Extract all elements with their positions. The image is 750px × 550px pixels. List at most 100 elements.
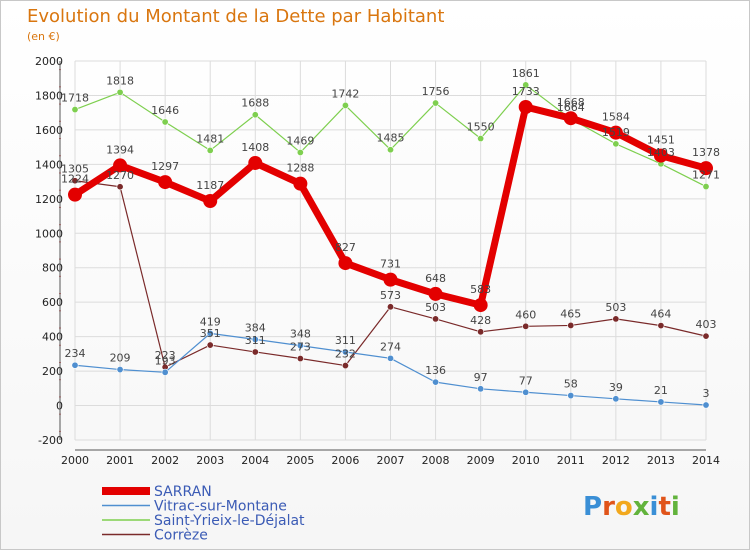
x-tick-label: 2012	[602, 454, 630, 467]
data-point-sarran	[653, 148, 668, 163]
data-point-saint-yrieix-le-d-jalat	[251, 111, 259, 119]
data-label-sarran: 648	[425, 272, 446, 285]
data-label-sarran: 1224	[61, 173, 89, 186]
data-point-corr-ze	[477, 328, 485, 336]
legend-label-vitrac-sur-montane: Vitrac-sur-Montane	[154, 499, 287, 515]
data-point-corr-ze	[116, 183, 124, 191]
data-label-corr-ze: 273	[290, 341, 311, 354]
logo-letter: x	[633, 492, 650, 522]
logo-letter: i	[650, 492, 659, 522]
y-tick-label: 1000	[35, 227, 63, 240]
data-label-vitrac-sur-montane: 97	[474, 371, 488, 384]
data-label-corr-ze: 1270	[106, 169, 134, 182]
data-label-corr-ze: 503	[605, 301, 626, 314]
y-tick-label: 1400	[35, 158, 63, 171]
legend-label-sarran: SARRAN	[154, 484, 212, 500]
data-label-vitrac-sur-montane: 21	[654, 384, 668, 397]
data-point-vitrac-sur-montane	[567, 392, 575, 400]
data-label-corr-ze: 223	[155, 349, 176, 362]
x-tick-label: 2006	[331, 454, 359, 467]
data-labels: 1305 1270 223 351 311 273 232 573 503 428 460 465 50…	[61, 67, 720, 400]
data-point-saint-yrieix-le-d-jalat	[341, 101, 349, 109]
data-label-corr-ze: 503	[425, 301, 446, 314]
data-label-saint-yrieix-le-d-jalat: 1818	[106, 74, 134, 87]
data-label-saint-yrieix-le-d-jalat: 1469	[286, 134, 314, 147]
data-point-saint-yrieix-le-d-jalat	[522, 81, 530, 89]
data-point-sarran	[248, 155, 263, 170]
x-tick-label: 2010	[512, 454, 540, 467]
data-label-corr-ze: 428	[470, 314, 491, 327]
data-point-vitrac-sur-montane	[116, 366, 124, 374]
data-point-saint-yrieix-le-d-jalat	[206, 146, 214, 154]
data-point-corr-ze	[612, 315, 620, 323]
data-point-sarran	[113, 158, 128, 173]
data-label-saint-yrieix-le-d-jalat: 1271	[692, 169, 720, 182]
data-point-sarran	[203, 194, 218, 209]
proxiti-logo: Proxiti	[583, 492, 680, 522]
data-point-corr-ze	[341, 362, 349, 370]
data-point-saint-yrieix-le-d-jalat	[612, 140, 620, 148]
data-point-corr-ze	[702, 332, 710, 340]
data-label-sarran: 1297	[151, 160, 179, 173]
data-label-sarran: 1187	[196, 179, 224, 192]
data-point-corr-ze	[296, 355, 304, 363]
data-point-corr-ze	[386, 303, 394, 311]
data-label-saint-yrieix-le-d-jalat: 1550	[467, 121, 495, 134]
data-label-sarran: 1668	[557, 96, 585, 109]
data-label-vitrac-sur-montane: 384	[245, 321, 266, 334]
data-label-sarran: 827	[335, 241, 356, 254]
logo-letter: i	[671, 492, 680, 522]
data-label-sarran: 1451	[647, 134, 675, 147]
data-label-corr-ze: 351	[200, 327, 221, 340]
data-point-vitrac-sur-montane	[522, 388, 530, 396]
data-label-vitrac-sur-montane: 39	[609, 381, 623, 394]
x-tick-label: 2014	[692, 454, 720, 467]
legend: SARRANVitrac-sur-MontaneSaint-Yrieix-le-…	[102, 484, 305, 544]
data-label-vitrac-sur-montane: 348	[290, 328, 311, 341]
data-label-vitrac-sur-montane: 311	[335, 334, 356, 347]
y-tick-label: 1600	[35, 124, 63, 137]
data-point-saint-yrieix-le-d-jalat	[386, 146, 394, 154]
data-label-corr-ze: 464	[650, 308, 671, 321]
data-point-vitrac-sur-montane	[71, 361, 79, 369]
data-point-saint-yrieix-le-d-jalat	[116, 88, 124, 96]
y-tick-label: 2000	[35, 55, 63, 68]
data-label-corr-ze: 465	[560, 307, 581, 320]
data-point-corr-ze	[522, 322, 530, 330]
legend-label-corr-ze: Corrèze	[154, 528, 208, 544]
series	[68, 81, 713, 409]
y-tick-label: 200	[42, 365, 63, 378]
y-tick-label: 1200	[35, 193, 63, 206]
data-label-corr-ze: 573	[380, 289, 401, 302]
data-point-vitrac-sur-montane	[657, 398, 665, 406]
data-point-corr-ze	[432, 315, 440, 323]
x-tick-label: 2002	[151, 454, 179, 467]
data-point-vitrac-sur-montane	[612, 395, 620, 403]
data-label-sarran: 1584	[602, 111, 630, 124]
data-label-corr-ze: 1305	[61, 163, 89, 176]
data-label-corr-ze: 232	[335, 348, 356, 361]
data-label-corr-ze: 460	[515, 308, 536, 321]
x-tick-label: 2013	[647, 454, 675, 467]
data-point-sarran	[608, 125, 623, 140]
data-label-vitrac-sur-montane: 274	[380, 340, 401, 353]
y-tick-label: -200	[38, 434, 63, 447]
data-point-sarran	[428, 286, 443, 301]
data-label-vitrac-sur-montane: 193	[155, 354, 176, 367]
grid	[74, 60, 707, 441]
data-label-saint-yrieix-le-d-jalat: 1861	[512, 67, 540, 80]
data-point-corr-ze	[567, 321, 575, 329]
data-label-saint-yrieix-le-d-jalat: 1756	[422, 85, 450, 98]
data-label-vitrac-sur-montane: 419	[200, 315, 221, 328]
legend-label-saint-yrieix-le-d-jalat: Saint-Yrieix-le-Déjalat	[154, 513, 305, 529]
data-label-saint-yrieix-le-d-jalat: 1481	[196, 132, 224, 145]
data-label-saint-yrieix-le-d-jalat: 1403	[647, 146, 675, 159]
data-label-sarran: 1394	[106, 143, 134, 156]
chart-title: Evolution du Montant de la Dette par Hab…	[27, 6, 444, 27]
x-tick-label: 2004	[241, 454, 269, 467]
data-point-sarran	[338, 256, 353, 271]
x-tick-label: 2011	[557, 454, 585, 467]
data-point-saint-yrieix-le-d-jalat	[702, 183, 710, 191]
axes: -200020040060080010001200140016001800200…	[35, 55, 720, 467]
